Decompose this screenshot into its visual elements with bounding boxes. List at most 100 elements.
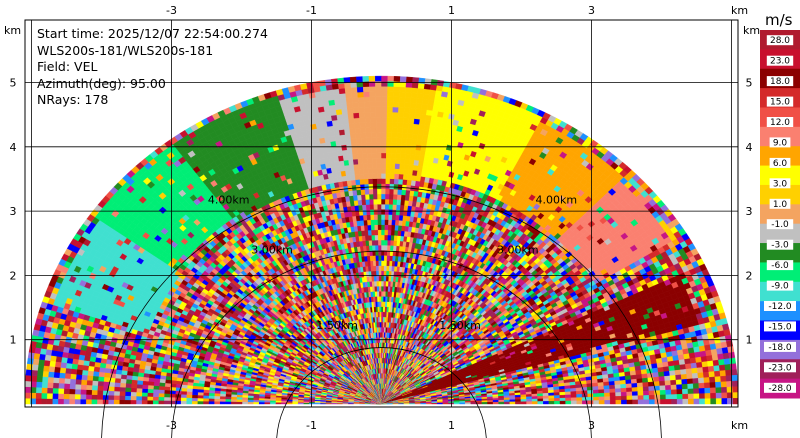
- velocity-gate: [58, 377, 65, 384]
- velocity-gate: [158, 389, 165, 394]
- velocity-gate: [258, 401, 265, 405]
- velocity-gate: [119, 391, 126, 396]
- velocity-gate: [119, 382, 127, 388]
- velocity-gate: [29, 392, 37, 399]
- velocity-gate: [46, 398, 53, 405]
- velocity-gate: [175, 390, 182, 395]
- velocity-gate: [38, 353, 46, 361]
- velocity-gate: [54, 366, 61, 373]
- velocity-gate: [74, 388, 81, 395]
- velocity-gate: [136, 379, 144, 385]
- velocity-gate: [58, 382, 65, 389]
- velocity-gate: [114, 377, 122, 383]
- velocity-gate: [97, 380, 104, 387]
- velocity-gate: [44, 354, 52, 361]
- velocity-gate: [115, 373, 122, 379]
- velocity-sector: [25, 75, 738, 405]
- velocity-gate: [41, 376, 49, 383]
- velocity-gate: [81, 374, 88, 381]
- velocity-gate: [130, 383, 138, 389]
- velocity-gate: [98, 371, 105, 378]
- velocity-gate: [91, 389, 98, 395]
- velocity-gate: [107, 399, 114, 405]
- velocity-gate: [35, 398, 42, 405]
- velocity-gate: [25, 380, 32, 388]
- velocity-gate: [113, 395, 120, 400]
- velocity-gate: [131, 379, 138, 385]
- velocity-gate: [46, 387, 54, 394]
- velocity-gate: [208, 395, 215, 399]
- velocity-gate: [52, 398, 59, 405]
- velocity-gate: [152, 388, 160, 394]
- velocity-gate: [92, 370, 100, 377]
- velocity-gate: [80, 394, 87, 400]
- velocity-gate: [25, 386, 31, 393]
- velocity-gate: [80, 389, 87, 395]
- velocity-gate: [86, 384, 93, 391]
- velocity-gate: [63, 398, 70, 405]
- velocity-gate: [163, 393, 171, 398]
- velocity-gate: [53, 371, 61, 379]
- velocity-gate: [180, 397, 187, 402]
- velocity-gate: [96, 389, 104, 396]
- velocity-gate: [52, 393, 59, 399]
- velocity-gate: [91, 399, 98, 405]
- velocity-gate: [87, 370, 94, 377]
- velocity-gate: [25, 398, 31, 405]
- velocity-gate: [47, 371, 55, 378]
- velocity-gate: [76, 369, 83, 375]
- velocity-gate: [70, 373, 77, 380]
- velocity-gate: [130, 395, 137, 401]
- velocity-gate: [60, 361, 67, 369]
- velocity-gate: [43, 359, 51, 367]
- velocity-gate: [141, 396, 148, 401]
- velocity-gate: [29, 398, 36, 405]
- velocity-gate: [186, 397, 193, 402]
- velocity-gate: [65, 362, 73, 369]
- velocity-gate: [109, 372, 117, 379]
- velocity-gate: [69, 383, 76, 390]
- velocity-gate: [38, 359, 45, 366]
- velocity-gate: [264, 401, 271, 405]
- velocity-gate: [130, 391, 137, 397]
- velocity-gate: [164, 386, 171, 391]
- velocity-gate: [80, 398, 87, 405]
- velocity-gate: [142, 384, 149, 390]
- velocity-gate: [169, 400, 176, 405]
- velocity-gate: [25, 392, 31, 399]
- velocity-gate: [70, 368, 78, 375]
- velocity-gate: [169, 396, 176, 401]
- velocity-gate: [35, 386, 42, 394]
- velocity-gate: [97, 385, 104, 391]
- velocity-gate: [42, 365, 50, 372]
- velocity-gate: [252, 401, 260, 405]
- velocity-gate: [42, 370, 49, 378]
- velocity-gate: [63, 393, 70, 400]
- velocity-gate: [85, 394, 92, 400]
- velocity-gate: [130, 387, 137, 393]
- velocity-gate: [130, 399, 137, 405]
- velocity-gate: [141, 392, 148, 397]
- velocity-gate: [180, 390, 187, 395]
- velocity-gate: [153, 385, 160, 390]
- velocity-gate: [85, 399, 92, 405]
- velocity-gate: [124, 395, 131, 401]
- velocity-gate: [91, 380, 99, 386]
- velocity-gate: [32, 358, 40, 366]
- velocity-gate: [169, 393, 176, 398]
- velocity-gate: [119, 399, 126, 405]
- velocity-gate: [74, 398, 81, 405]
- velocity-gate: [103, 372, 111, 378]
- velocity-gate: [47, 382, 54, 389]
- velocity-gate: [208, 398, 215, 402]
- velocity-gate: [97, 376, 105, 382]
- velocity-gate: [147, 392, 154, 397]
- velocity-gate: [119, 386, 126, 392]
- velocity-gate: [147, 396, 154, 401]
- velocity-gate: [103, 381, 110, 387]
- velocity-gate: [147, 384, 154, 390]
- velocity-gate: [158, 392, 165, 398]
- velocity-gate: [26, 357, 34, 365]
- velocity-gate: [74, 393, 81, 400]
- velocity-gate: [31, 363, 39, 371]
